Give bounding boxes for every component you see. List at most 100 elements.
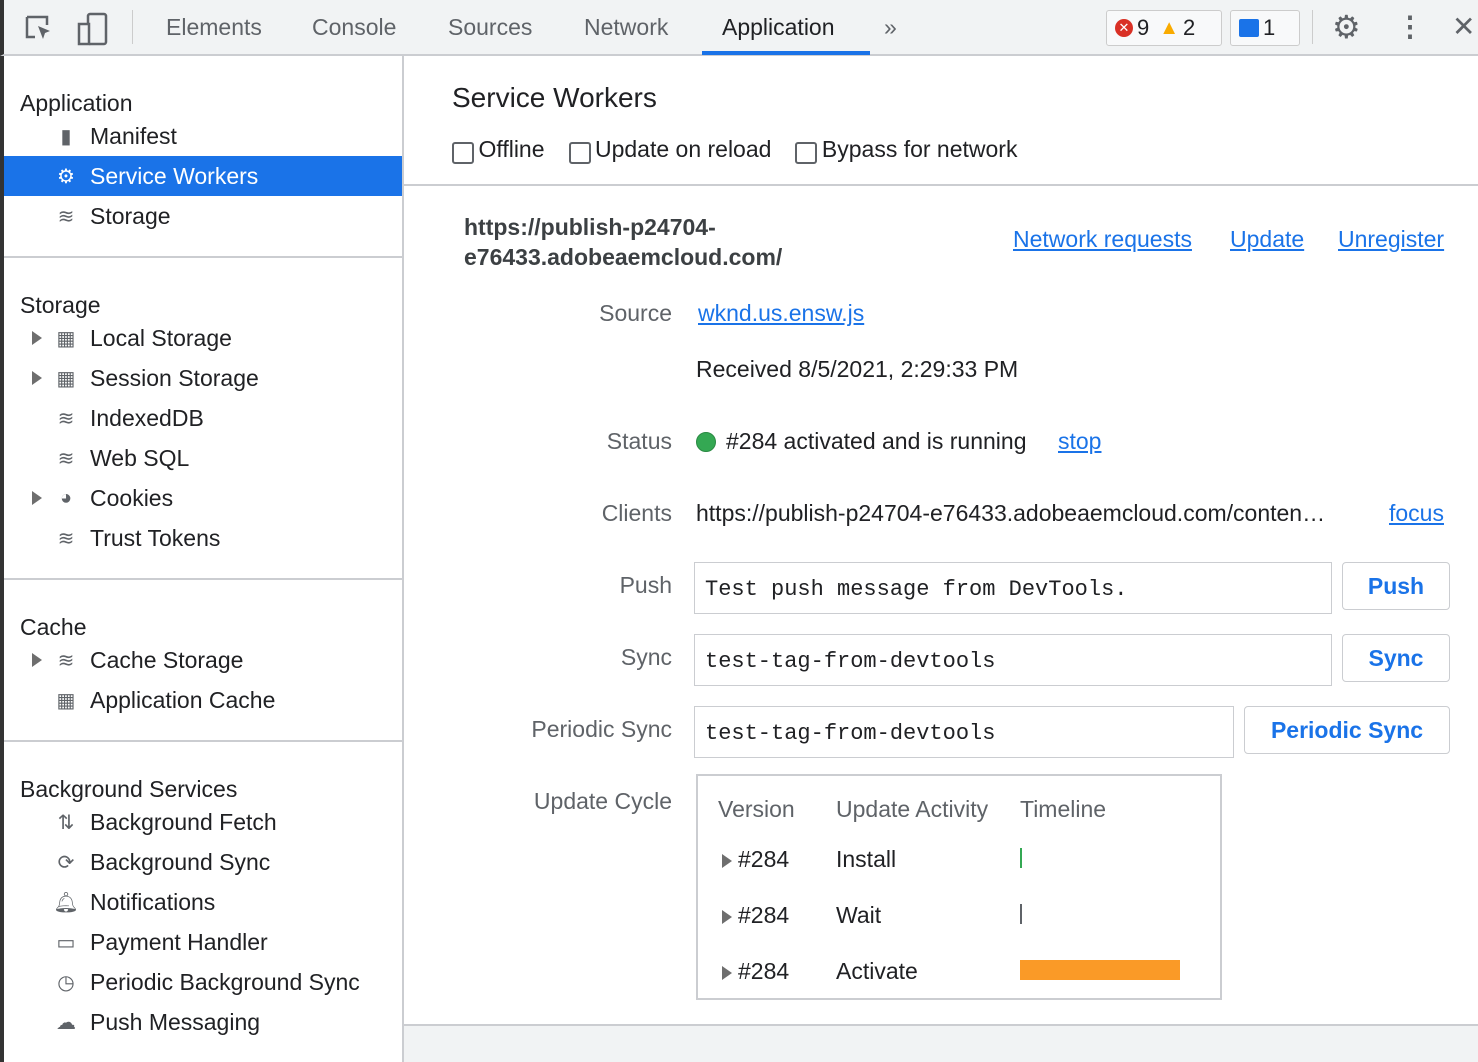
tab-application[interactable]: Application xyxy=(722,14,835,40)
sidebar-item-label: Web SQL xyxy=(90,444,190,471)
sync-input[interactable]: test-tag-from-devtools xyxy=(694,634,1332,686)
sidebar-item-label: Local Storage xyxy=(90,324,232,351)
periodic-sync-button[interactable]: Periodic Sync xyxy=(1244,706,1450,754)
focus-link[interactable]: focus xyxy=(1389,500,1444,526)
sidebar-item-indexeddb[interactable]: ≋ IndexedDB xyxy=(4,398,402,438)
sidebar-section-header: Background Services xyxy=(20,776,238,802)
sidebar-item-web-sql[interactable]: ≋ Web SQL xyxy=(4,438,402,478)
table-icon: ▦ xyxy=(56,367,76,390)
expand-arrow-icon[interactable] xyxy=(32,371,42,385)
table-icon: ▦ xyxy=(56,327,76,350)
sidebar-item-local-storage[interactable]: ▦ Local Storage xyxy=(4,318,402,358)
cookie-icon: ◕ xyxy=(59,486,73,509)
tab-network[interactable]: Network xyxy=(584,14,669,40)
expand-icon[interactable] xyxy=(722,910,732,924)
update-link[interactable]: Update xyxy=(1230,226,1305,252)
sidebar-item-payment-handler[interactable]: ▭ Payment Handler xyxy=(4,922,402,962)
column-header-activity: Update Activity xyxy=(836,796,989,822)
more-tabs-button[interactable]: » xyxy=(884,14,897,40)
sidebar-divider xyxy=(4,578,402,580)
status-running-icon xyxy=(696,432,716,452)
sidebar-item-session-storage[interactable]: ▦ Session Storage xyxy=(4,358,402,398)
network-requests-link[interactable]: Network requests xyxy=(1013,226,1192,252)
sidebar-item-label: Payment Handler xyxy=(90,928,268,955)
update-on-reload-checkbox[interactable]: Update on reload xyxy=(568,136,771,164)
database-icon: ≋ xyxy=(57,205,75,228)
bell-icon: 🔔︎ xyxy=(53,891,79,914)
expand-icon[interactable] xyxy=(722,966,732,980)
database-icon: ≋ xyxy=(57,649,75,672)
column-header-timeline: Timeline xyxy=(1020,796,1107,822)
sidebar-item-storage[interactable]: ≋ Storage xyxy=(4,196,402,236)
device-toggle-icon[interactable] xyxy=(76,12,110,46)
updown-arrows-icon: ⇅ xyxy=(57,811,75,834)
sidebar-item-cache-storage[interactable]: ≋ Cache Storage xyxy=(4,640,402,680)
status-value: #284 activated and is running xyxy=(726,428,1027,454)
tab-console[interactable]: Console xyxy=(312,14,397,40)
sidebar-section-header: Storage xyxy=(20,292,101,318)
source-link[interactable]: wknd.us.ensw.js xyxy=(698,300,865,326)
issues-badge[interactable]: ✕ 9 ▲ 2 xyxy=(1106,10,1222,46)
sidebar-item-label: IndexedDB xyxy=(90,404,204,431)
message-count: 1 xyxy=(1263,15,1276,40)
sidebar-item-label: Periodic Background Sync xyxy=(90,968,360,995)
sidebar-item-label: Push Messaging xyxy=(90,1008,261,1035)
sidebar: Application ▮ Manifest ⚙ Service Workers ≋ Sto… xyxy=(0,56,404,1062)
sidebar-item-notifications[interactable]: 🔔︎ Notifications xyxy=(4,882,402,922)
sidebar-item-label: Manifest xyxy=(90,122,177,149)
offline-checkbox[interactable]: Offline xyxy=(452,136,545,164)
more-vert-icon[interactable]: ⋮ xyxy=(1396,11,1424,42)
cloud-icon: ☁ xyxy=(56,1011,76,1034)
sidebar-item-application-cache[interactable]: ▦ Application Cache xyxy=(4,680,402,720)
table-icon: ▦ xyxy=(56,689,76,712)
clients-value: https://publish-p24704-e76433.adobeaemcl… xyxy=(696,500,1326,526)
sidebar-section-header: Application xyxy=(20,90,133,116)
expand-icon[interactable] xyxy=(722,854,732,868)
sidebar-item-label: Storage xyxy=(90,202,171,229)
sidebar-item-background-fetch[interactable]: ⇅ Background Fetch xyxy=(4,802,402,842)
sidebar-item-trust-tokens[interactable]: ≋ Trust Tokens xyxy=(4,518,402,558)
database-icon: ≋ xyxy=(57,407,75,430)
unregister-link[interactable]: Unregister xyxy=(1338,226,1445,252)
card-icon: ▭ xyxy=(56,931,76,954)
stop-link[interactable]: stop xyxy=(1058,428,1102,454)
gear-icon: ⚙ xyxy=(57,165,75,188)
source-label: Source xyxy=(599,300,672,326)
devtools-toolbar: Elements Console Sources Network Applica… xyxy=(0,0,1478,56)
service-workers-panel: Service Workers Offline Update on reload… xyxy=(404,56,1478,1062)
sidebar-item-manifest[interactable]: ▮ Manifest xyxy=(4,116,402,156)
active-tab-indicator xyxy=(702,51,870,55)
sync-label: Sync xyxy=(620,644,672,670)
tab-elements[interactable]: Elements xyxy=(166,14,262,40)
error-icon: ✕ xyxy=(1115,19,1133,37)
push-button[interactable]: Push xyxy=(1342,562,1450,610)
messages-badge[interactable]: 1 xyxy=(1230,10,1300,46)
sidebar-item-periodic-background-sync[interactable]: ◷ Periodic Background Sync xyxy=(4,962,402,1002)
expand-arrow-icon[interactable] xyxy=(32,331,42,345)
sidebar-item-push-messaging[interactable]: ☁ Push Messaging xyxy=(4,1002,402,1042)
sidebar-item-cookies[interactable]: ◕ Cookies xyxy=(4,478,402,518)
inspect-icon[interactable] xyxy=(24,14,56,44)
sidebar-item-label: Notifications xyxy=(90,888,216,915)
sidebar-item-label: Cache Storage xyxy=(90,646,244,673)
push-input[interactable]: Test push message from DevTools. xyxy=(694,562,1332,614)
clients-label: Clients xyxy=(601,500,672,526)
sidebar-item-label: Background Sync xyxy=(90,848,271,875)
update-cycle-label: Update Cycle xyxy=(533,788,672,814)
push-label: Push xyxy=(619,572,672,598)
periodic-sync-input[interactable]: test-tag-from-devtools xyxy=(694,706,1234,758)
sidebar-item-service-workers[interactable]: ⚙ Service Workers xyxy=(4,156,402,196)
sidebar-divider xyxy=(4,256,402,258)
page-title: Service Workers xyxy=(452,82,657,113)
sync-button[interactable]: Sync xyxy=(1342,634,1450,682)
close-icon[interactable]: ✕ xyxy=(1452,11,1476,42)
expand-arrow-icon[interactable] xyxy=(32,653,42,667)
bypass-for-network-checkbox[interactable]: Bypass for network xyxy=(795,136,1017,164)
expand-arrow-icon[interactable] xyxy=(32,491,42,505)
sidebar-divider xyxy=(4,740,402,742)
tab-sources[interactable]: Sources xyxy=(448,14,533,40)
sidebar-item-background-sync[interactable]: ⟳ Background Sync xyxy=(4,842,402,882)
column-header-version: Version xyxy=(718,796,795,822)
gear-icon[interactable]: ⚙ xyxy=(1332,9,1361,45)
status-label: Status xyxy=(606,428,672,454)
